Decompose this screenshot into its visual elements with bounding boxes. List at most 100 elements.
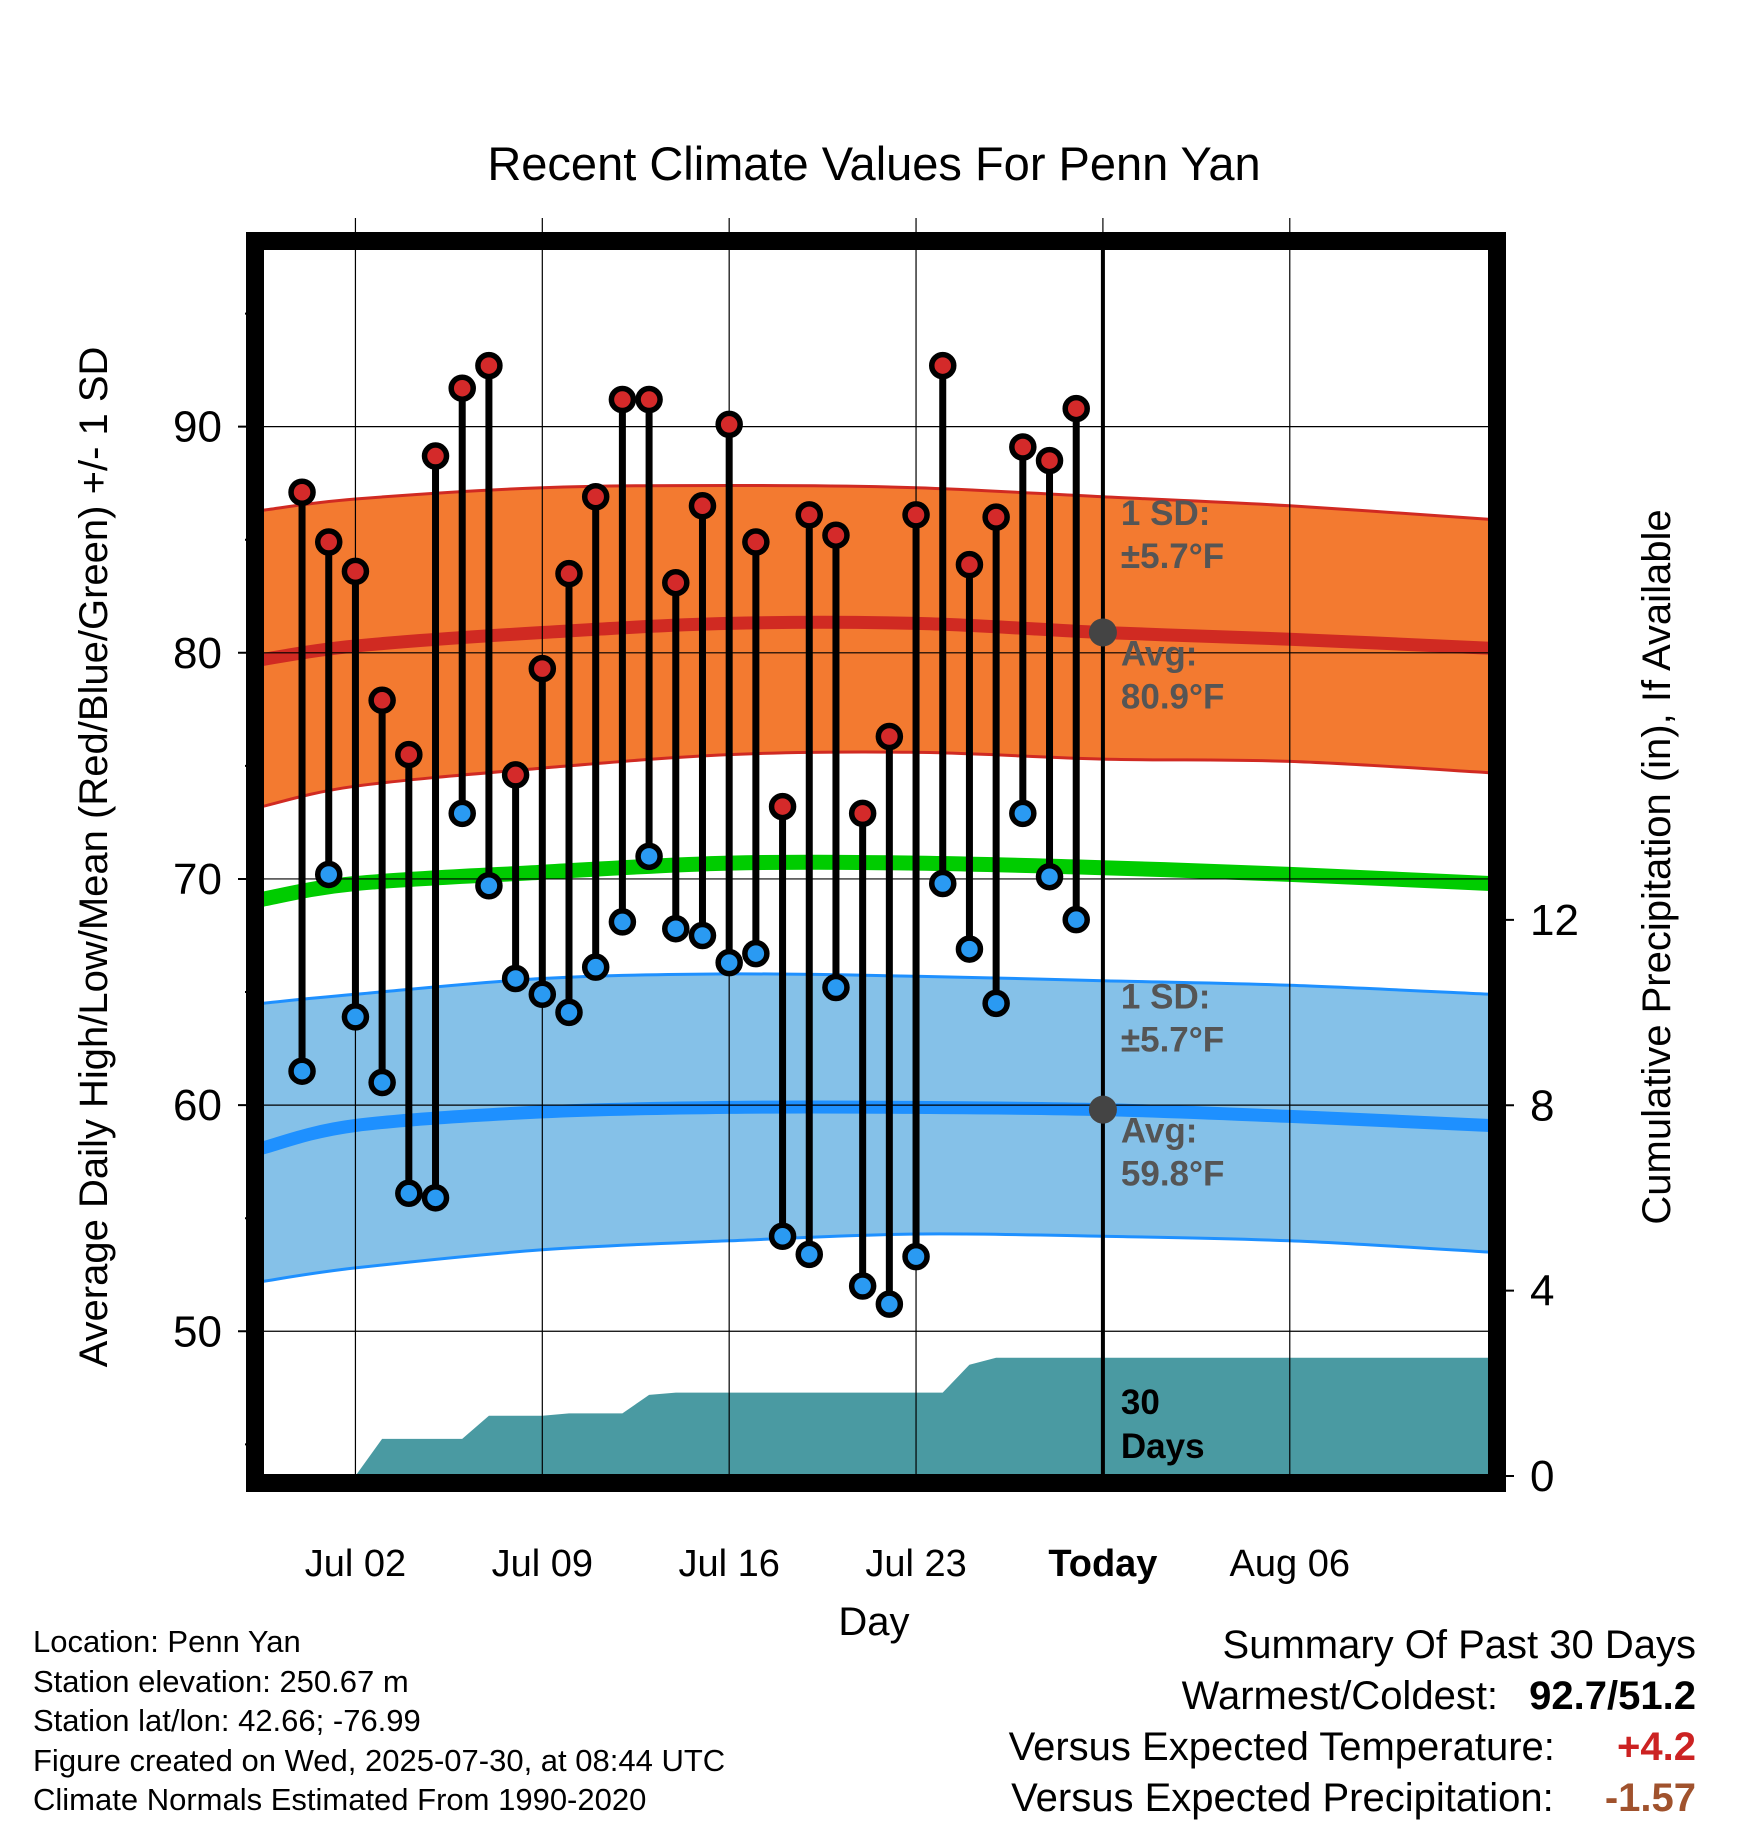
daily-high-point — [341, 557, 370, 586]
daily-low-point — [662, 914, 690, 943]
daily-high-point — [421, 442, 450, 470]
summary-warmest-row: Warmest/Coldest: 92.7/51.2 — [1009, 1671, 1696, 1722]
plot-area: 1 SD: ±5.7°F Avg: 80.9°F 1 SD: ±5.7°F Avg: 59.8… — [262, 0, 1490, 1476]
daily-high-point — [1035, 446, 1064, 475]
summary-precip-value: -1.57 — [1604, 1776, 1696, 1820]
summary-precip-row: Versus Expected Precipitation: -1.57 — [1009, 1773, 1696, 1824]
daily-low-point — [288, 1057, 316, 1085]
daily-low-point — [848, 1272, 877, 1300]
daily-high-point — [902, 501, 930, 529]
low-band-upper-edge — [262, 972, 1490, 1005]
daily-low-point — [902, 1242, 930, 1271]
high-band-lower-edge — [262, 750, 1490, 809]
summary-title: Summary Of Past 30 Days — [1222, 1623, 1696, 1667]
daily-low-point — [982, 989, 1010, 1018]
daily-high-point — [928, 351, 957, 380]
daily-low-point — [314, 860, 343, 889]
daily-high-point — [768, 792, 797, 821]
daily-high-point — [715, 410, 743, 439]
y-axis-label: Average Daily High/Low/Mean (Red/Blue/Gr… — [72, 347, 116, 1368]
elevation-text: Station elevation: 250.67 m — [33, 1663, 409, 1699]
daily-low-point — [341, 1003, 370, 1031]
y-tick-label: 70 — [173, 855, 222, 904]
daily-low-point — [822, 973, 850, 1002]
x-tick-label: Jul 16 — [678, 1543, 779, 1585]
daily-high-point — [822, 521, 850, 549]
station-info: Location: Penn Yan Station elevation: 25… — [33, 1622, 725, 1820]
summary-temp-row: Versus Expected Temperature: +4.2 — [1009, 1722, 1696, 1773]
daily-low-point — [768, 1222, 797, 1251]
y-tick-label: 60 — [173, 1081, 222, 1130]
daily-low-point — [1035, 862, 1064, 891]
daily-low-point — [475, 871, 503, 900]
precip-area — [355, 1357, 1490, 1476]
normal-mean-line — [262, 854, 1490, 907]
y2-tick-label: 8 — [1530, 1081, 1554, 1130]
daily-high-point — [1009, 433, 1037, 461]
normal-high-line — [262, 615, 1490, 667]
daily-low-point — [928, 869, 957, 898]
daily-high-point — [555, 559, 583, 588]
low-avg-value: 59.8°F — [1121, 1155, 1225, 1194]
daily-low-point — [448, 799, 476, 828]
daily-low-point — [581, 953, 610, 981]
summary-temp-value: +4.2 — [1617, 1725, 1696, 1769]
daily-high-point — [314, 528, 343, 556]
high-sd-value: ±5.7°F — [1121, 537, 1224, 576]
daily-high-point — [1092, 0, 1114, 11]
daily-high-point — [528, 654, 557, 683]
x-axis-label: Day — [838, 1600, 909, 1644]
x-tick-label: Jul 23 — [865, 1543, 966, 1585]
daily-low-point — [421, 1184, 450, 1212]
low-sd-value: ±5.7°F — [1121, 1021, 1224, 1060]
x-tick-label: Jul 09 — [492, 1543, 593, 1585]
daily-high-point — [795, 501, 824, 529]
daily-low-point — [742, 939, 770, 968]
high-avg-value: 80.9°F — [1121, 677, 1225, 716]
summary-precip-label: Versus Expected Precipitation: — [1011, 1776, 1554, 1820]
daily-high-point — [475, 351, 503, 380]
daily-high-point — [982, 503, 1010, 531]
x-tick-label: Aug 06 — [1230, 1543, 1350, 1585]
daily-low-point — [955, 935, 984, 963]
daily-low-point — [528, 980, 557, 1009]
daily-high-point — [848, 799, 877, 828]
high-sd-title: 1 SD: — [1121, 494, 1210, 533]
summary-warmest-value: 92.7/51.2 — [1529, 1674, 1696, 1718]
daily-high-point — [635, 385, 663, 414]
daily-high-point — [875, 722, 904, 751]
daily-high-point — [742, 528, 770, 556]
normal-low-line — [262, 1100, 1490, 1155]
daily-low-point — [875, 1290, 904, 1318]
y-tick-label: 50 — [173, 1307, 222, 1356]
y2-tick-label: 0 — [1530, 1452, 1554, 1501]
daily-low-point — [1062, 905, 1090, 934]
today-low-avg-marker — [1088, 1095, 1117, 1124]
daily-high-point — [581, 483, 610, 511]
daily-low-point — [795, 1240, 824, 1269]
x-tick-label: Jul 02 — [305, 1543, 406, 1585]
low-band-lower-edge — [262, 1232, 1490, 1283]
y2-tick-label: 12 — [1530, 896, 1579, 945]
daily-low-point — [368, 1068, 396, 1097]
daily-low-point — [395, 1179, 423, 1208]
high-avg-title: Avg: — [1121, 634, 1197, 673]
x-tick-label: Today — [1048, 1543, 1157, 1585]
daily-low-point — [555, 998, 583, 1027]
daily-high-point — [662, 568, 690, 597]
daily-low-point — [501, 964, 530, 993]
low-avg-title: Avg: — [1121, 1112, 1197, 1151]
summary-panel: Summary Of Past 30 Days Warmest/Coldest:… — [1009, 1620, 1696, 1824]
daily-low-point — [688, 921, 717, 950]
normals-text: Climate Normals Estimated From 1990-2020 — [33, 1782, 647, 1817]
high-band-upper-edge — [262, 483, 1490, 521]
y2-axis-label: Cumulative Precipitation (in), If Availa… — [1635, 509, 1679, 1224]
latlon-text: Station lat/lon: 42.66; -76.99 — [33, 1703, 421, 1738]
low-sd-band — [262, 973, 1490, 1282]
daily-high-point — [288, 478, 316, 506]
summary-temp-label: Versus Expected Temperature: — [1008, 1725, 1555, 1769]
today-high-avg-marker — [1088, 618, 1117, 647]
daily-high-point — [688, 492, 717, 520]
low-sd-title: 1 SD: — [1121, 978, 1210, 1017]
